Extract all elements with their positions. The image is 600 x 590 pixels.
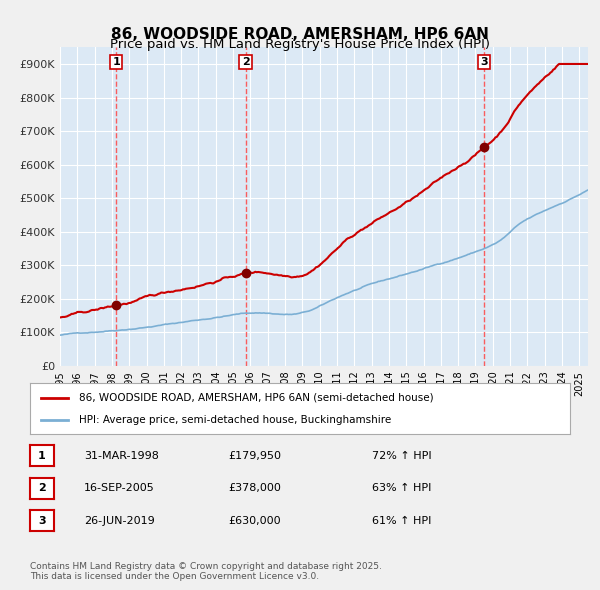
Text: £179,950: £179,950	[228, 451, 281, 461]
Text: 2: 2	[38, 483, 46, 493]
Text: £630,000: £630,000	[228, 516, 281, 526]
Text: 16-SEP-2005: 16-SEP-2005	[84, 483, 155, 493]
Text: 31-MAR-1998: 31-MAR-1998	[84, 451, 159, 461]
Text: 86, WOODSIDE ROAD, AMERSHAM, HP6 6AN: 86, WOODSIDE ROAD, AMERSHAM, HP6 6AN	[111, 27, 489, 41]
Text: 63% ↑ HPI: 63% ↑ HPI	[372, 483, 431, 493]
Text: Contains HM Land Registry data © Crown copyright and database right 2025.
This d: Contains HM Land Registry data © Crown c…	[30, 562, 382, 581]
Text: 1: 1	[112, 57, 120, 67]
Text: Price paid vs. HM Land Registry's House Price Index (HPI): Price paid vs. HM Land Registry's House …	[110, 38, 490, 51]
Text: 2: 2	[242, 57, 250, 67]
Text: 26-JUN-2019: 26-JUN-2019	[84, 516, 155, 526]
Text: 72% ↑ HPI: 72% ↑ HPI	[372, 451, 431, 461]
Text: 61% ↑ HPI: 61% ↑ HPI	[372, 516, 431, 526]
Text: 1: 1	[38, 451, 46, 461]
Text: £378,000: £378,000	[228, 483, 281, 493]
Text: 3: 3	[38, 516, 46, 526]
Text: 3: 3	[480, 57, 488, 67]
Text: 86, WOODSIDE ROAD, AMERSHAM, HP6 6AN (semi-detached house): 86, WOODSIDE ROAD, AMERSHAM, HP6 6AN (se…	[79, 392, 433, 402]
Text: HPI: Average price, semi-detached house, Buckinghamshire: HPI: Average price, semi-detached house,…	[79, 415, 391, 425]
